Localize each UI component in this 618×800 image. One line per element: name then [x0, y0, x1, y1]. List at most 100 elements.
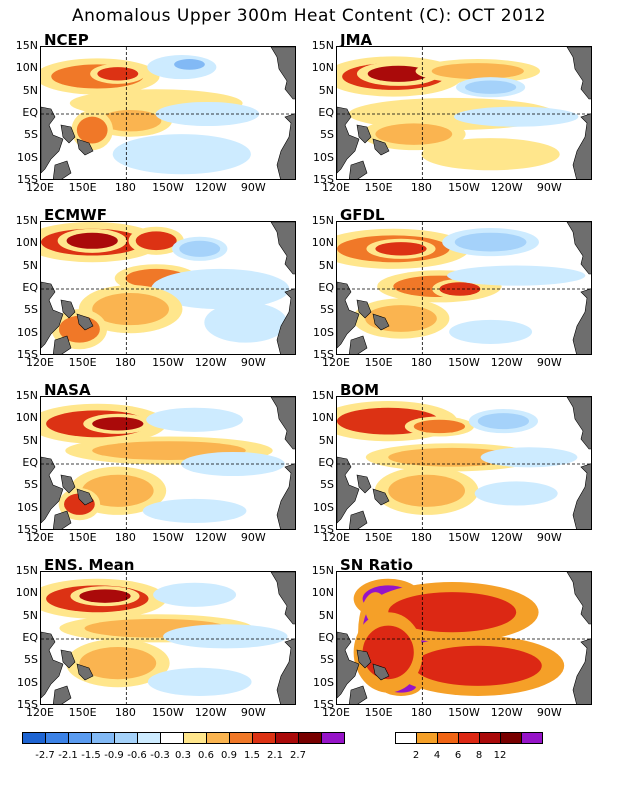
- lat-label: 10N: [311, 236, 334, 250]
- lat-label: 5N: [318, 608, 334, 622]
- anomaly-colorbar-label: 0.9: [221, 750, 237, 761]
- lat-label: 10S: [17, 675, 38, 689]
- lat-label: 10S: [17, 500, 38, 514]
- lon-label: 180: [410, 356, 432, 369]
- lon-label: 120E: [26, 181, 54, 194]
- lon-label: 90W: [536, 706, 562, 719]
- panel-title-ncep: NCEP: [44, 31, 89, 49]
- lon-label: 150W: [152, 706, 184, 719]
- sn-colorbar-label: 4: [433, 750, 441, 761]
- lon-label: 120E: [26, 356, 54, 369]
- lat-label: 5S: [320, 478, 334, 492]
- sn-colorbar-label: 12: [493, 750, 507, 761]
- lon-label: 180: [114, 181, 136, 194]
- panel-title-sn-ratio: SN Ratio: [340, 556, 413, 574]
- lat-label: 10S: [17, 150, 38, 164]
- lon-label: 150W: [152, 531, 184, 544]
- sn-colorbar-label: 2: [412, 750, 420, 761]
- map-sn-ratio: [337, 572, 591, 704]
- lat-label: 5N: [318, 258, 334, 272]
- anomaly-colorbar-swatch: [22, 732, 46, 744]
- lat-label: 10N: [311, 411, 334, 425]
- lat-label: 5S: [24, 128, 38, 142]
- lat-label: 5S: [24, 478, 38, 492]
- lat-label: 15S: [313, 523, 334, 536]
- map-panel-bom: [336, 396, 592, 530]
- lat-label: 5S: [320, 128, 334, 142]
- lat-label: EQ: [318, 456, 334, 469]
- anomaly-colorbar-label: 2.7: [290, 750, 306, 761]
- lon-label: 150W: [448, 706, 480, 719]
- sn-ratio-colorbar: [395, 732, 543, 744]
- lat-label: 5N: [22, 608, 38, 622]
- lat-label: 5N: [22, 83, 38, 97]
- map-ecmwf: [41, 222, 295, 354]
- lon-label: 120E: [322, 181, 350, 194]
- lat-label: 10S: [17, 325, 38, 339]
- lon-label: 150W: [152, 181, 184, 194]
- anomaly-colorbar-swatch: [160, 732, 184, 744]
- lon-label: 120E: [322, 356, 350, 369]
- lon-label: 150W: [448, 181, 480, 194]
- sn-colorbar-swatch: [437, 732, 459, 744]
- anomaly-colorbar-swatch: [114, 732, 138, 744]
- lat-label: 10S: [313, 675, 334, 689]
- lon-label: 90W: [536, 356, 562, 369]
- lat-label: 15S: [313, 698, 334, 711]
- anomaly-colorbar-label: -1.5: [81, 750, 101, 761]
- lat-label: 5S: [320, 303, 334, 317]
- map-ens-mean: [41, 572, 295, 704]
- sn-colorbar-swatch: [416, 732, 438, 744]
- panel-title-ecmwf: ECMWF: [44, 206, 107, 224]
- lon-label: 120W: [490, 706, 523, 719]
- map-panel-jma: [336, 46, 592, 180]
- lat-label: 15S: [313, 173, 334, 186]
- sn-colorbar-label: 6: [454, 750, 462, 761]
- lat-label: 10N: [311, 586, 334, 600]
- anomaly-colorbar-swatch: [298, 732, 322, 744]
- map-jma: [337, 47, 591, 179]
- lon-label: 150E: [68, 706, 97, 719]
- lon-label: 150E: [68, 531, 97, 544]
- panel-title-nasa: NASA: [44, 381, 91, 399]
- lat-label: 15N: [15, 564, 38, 577]
- lat-label: 15N: [311, 564, 334, 577]
- anomaly-colorbar-label: -2.1: [58, 750, 78, 761]
- anomaly-colorbar-label: -0.6: [127, 750, 147, 761]
- lon-label: 150E: [364, 531, 393, 544]
- anomaly-colorbar-swatch: [45, 732, 69, 744]
- lon-label: 120E: [26, 706, 54, 719]
- lat-label: 5S: [24, 653, 38, 667]
- anomaly-colorbar-swatch: [229, 732, 253, 744]
- lat-label: 15S: [17, 348, 38, 361]
- lon-label: 180: [114, 356, 136, 369]
- lon-label: 120E: [322, 706, 350, 719]
- sn-colorbar-swatch: [395, 732, 417, 744]
- lat-label: EQ: [22, 106, 38, 119]
- lon-label: 120W: [490, 181, 523, 194]
- lat-label: 15S: [17, 698, 38, 711]
- lat-label: 10N: [311, 61, 334, 75]
- map-nasa: [41, 397, 295, 529]
- lat-label: 10S: [313, 325, 334, 339]
- sn-colorbar-swatch: [479, 732, 501, 744]
- lon-label: 150W: [152, 356, 184, 369]
- anomaly-colorbar-swatch: [321, 732, 345, 744]
- lat-label: EQ: [22, 456, 38, 469]
- lat-label: 5N: [22, 258, 38, 272]
- map-panel-sn-ratio: [336, 571, 592, 705]
- lon-label: 120W: [194, 706, 227, 719]
- map-ncep: [41, 47, 295, 179]
- anomaly-colorbar-label: 2.1: [267, 750, 283, 761]
- lat-label: 15N: [311, 39, 334, 52]
- lon-label: 90W: [536, 181, 562, 194]
- lat-label: EQ: [22, 281, 38, 294]
- lat-label: 15S: [17, 523, 38, 536]
- anomaly-colorbar-label: -0.9: [104, 750, 124, 761]
- lat-label: 5N: [318, 433, 334, 447]
- lat-label: 15N: [15, 39, 38, 52]
- lon-label: 90W: [240, 356, 266, 369]
- sn-colorbar-label: 8: [475, 750, 483, 761]
- lat-label: 15N: [311, 389, 334, 402]
- lat-label: 10N: [15, 236, 38, 250]
